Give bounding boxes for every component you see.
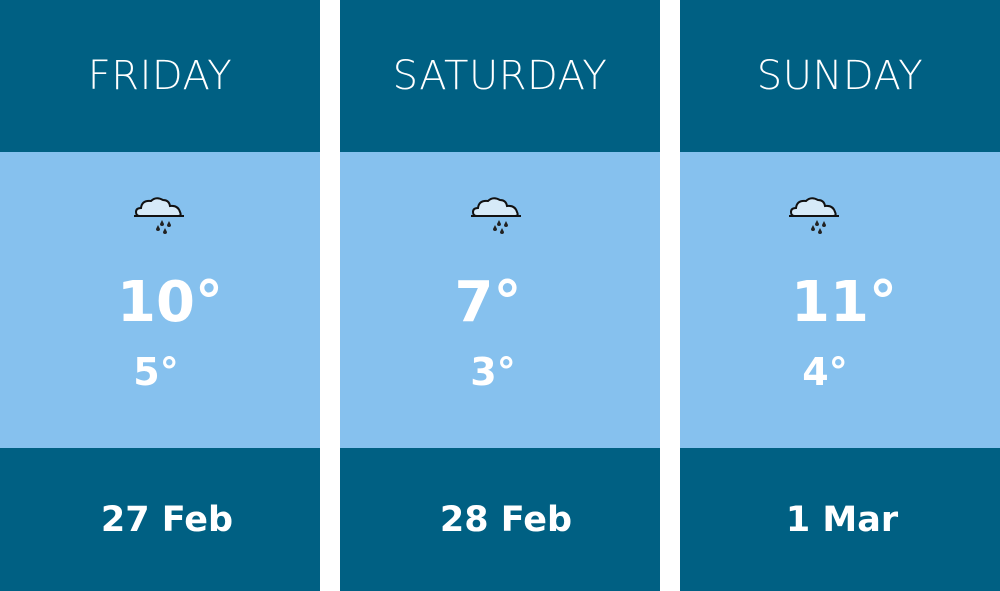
rain-cloud-icon <box>470 197 522 234</box>
day-label: SUNDAY <box>680 0 1000 152</box>
date-label: 1 Mar <box>680 448 1000 591</box>
low-temperature: 3° <box>470 350 516 394</box>
forecast-card-sunday: SUNDAY 11° 4° 1 Mar <box>680 0 1000 591</box>
high-temperature: 7° <box>454 270 522 335</box>
forecast-card-saturday: SATURDAY 7° 3° 28 Feb <box>340 0 660 591</box>
date-label: 27 Feb <box>0 448 320 591</box>
high-temperature: 11° <box>791 270 897 335</box>
low-temperature: 5° <box>133 350 179 394</box>
day-label: SATURDAY <box>340 0 660 152</box>
forecast-body: 7° 3° <box>340 152 660 448</box>
date-text: 1 Mar <box>785 499 899 540</box>
date-label: 28 Feb <box>340 448 660 591</box>
high-temperature: 10° <box>117 270 223 335</box>
rain-cloud-icon <box>788 197 840 234</box>
low-temperature: 4° <box>802 350 848 394</box>
date-text: 27 Feb <box>100 499 234 540</box>
forecast-card-friday: FRIDAY 10° 5° 27 Feb <box>0 0 320 591</box>
day-label: FRIDAY <box>0 0 320 152</box>
forecast-body: 10° 5° <box>0 152 320 448</box>
date-text: 28 Feb <box>439 499 573 540</box>
forecast-body: 11° 4° <box>680 152 1000 448</box>
rain-cloud-icon <box>133 197 185 234</box>
